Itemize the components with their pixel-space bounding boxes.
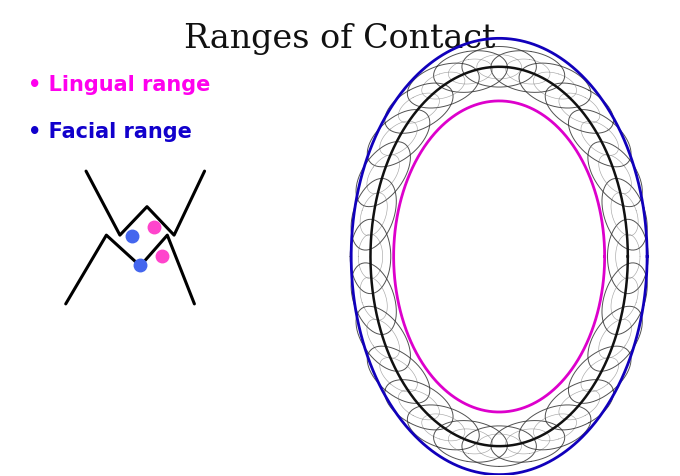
Text: • Facial range: • Facial range [29, 122, 192, 142]
Text: • Lingual range: • Lingual range [29, 75, 211, 95]
Text: Ranges of Contact: Ranges of Contact [184, 23, 496, 55]
